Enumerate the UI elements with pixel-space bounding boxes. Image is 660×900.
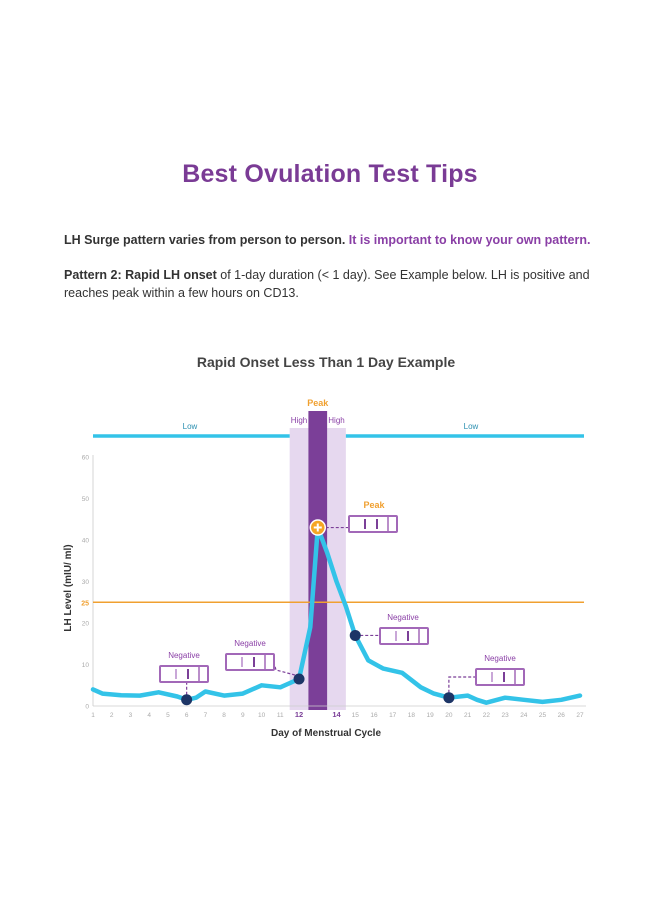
x-tick-label: 2 (110, 712, 114, 719)
negative-label: Negative (168, 651, 200, 660)
peak-marker-plus (313, 523, 322, 532)
annotation-connector (448, 676, 476, 693)
threshold-label: 25 (81, 600, 89, 607)
data-point-marker (293, 673, 305, 685)
x-tick-label: 11 (277, 712, 284, 719)
x-tick-label: 6 (185, 712, 189, 719)
x-tick-label: 5 (166, 712, 170, 719)
x-tick-label: 16 (370, 712, 378, 719)
negative-label: Negative (484, 654, 516, 663)
x-tick-label: 13 (314, 710, 322, 719)
x-tick-label: 22 (483, 712, 491, 719)
status-label-high-right: High (328, 416, 344, 425)
status-label-peak: Peak (307, 398, 329, 408)
x-tick-label: 27 (576, 712, 584, 719)
x-tick-label: 15 (352, 712, 360, 719)
x-tick-label: 4 (147, 712, 151, 719)
data-point-marker (349, 629, 361, 641)
x-tick-label: 18 (408, 712, 416, 719)
y-tick-label: 30 (82, 579, 90, 586)
pattern-text: of 1-day duration (< 1 day). See Example… (64, 268, 590, 300)
x-tick-label: 12 (295, 710, 303, 719)
pattern-label: Pattern 2: Rapid LH onset (64, 268, 217, 282)
y-tick-label: 10 (82, 662, 90, 669)
x-tick-label: 23 (501, 712, 509, 719)
y-tick-label: 40 (82, 538, 90, 545)
x-tick-label: 9 (241, 712, 245, 719)
annotation-connector (273, 662, 296, 676)
y-tick-label: 20 (82, 621, 90, 628)
x-tick-label: 14 (332, 710, 341, 719)
negative-test-strip (475, 668, 525, 686)
data-point-marker (181, 694, 193, 706)
negative-test-strip (379, 627, 429, 645)
peak-label: Peak (363, 500, 385, 510)
test-strip-frame (475, 668, 525, 686)
intro-paragraph: LH Surge pattern varies from person to p… (64, 232, 604, 249)
negative-label: Negative (234, 639, 266, 648)
pattern-paragraph: Pattern 2: Rapid LH onset of 1-day durat… (64, 266, 604, 302)
lh-chart: Rapid Onset Less Than 1 Day Example Low L… (63, 354, 586, 739)
high-band-left (289, 428, 309, 710)
x-tick-label: 19 (427, 712, 435, 719)
y-tick-label: 0 (85, 704, 89, 711)
status-label-low-right: Low (464, 422, 479, 431)
x-tick-label: 3 (129, 712, 133, 719)
intro-highlight: It is important to know your own pattern… (348, 233, 591, 247)
test-strip-frame (348, 515, 398, 533)
x-tick-label: 1 (91, 712, 95, 719)
test-strip-frame (159, 665, 209, 683)
x-tick-label: 10 (258, 712, 266, 719)
page-title: Best Ovulation Test Tips (182, 160, 478, 188)
test-strip-frame (225, 653, 275, 671)
x-tick-label: 7 (204, 712, 208, 719)
peak-band (308, 411, 328, 710)
peak-test-strip (348, 515, 398, 533)
x-tick-label: 24 (520, 712, 528, 719)
negative-test-strip (159, 665, 209, 683)
x-tick-label: 17 (389, 712, 397, 719)
test-strip-frame (379, 627, 429, 645)
x-tick-label: 21 (464, 712, 472, 719)
x-tick-label: 26 (558, 712, 566, 719)
y-tick-label: 60 (82, 455, 90, 462)
status-label-low-left: Low (183, 422, 198, 431)
x-axis-title: Day of Menstrual Cycle (271, 728, 381, 739)
x-tick-label: 20 (445, 712, 453, 719)
status-label-high-left: High (291, 416, 307, 425)
negative-label: Negative (387, 613, 419, 622)
chart-title: Rapid Onset Less Than 1 Day Example (197, 354, 456, 370)
data-point-marker (443, 692, 455, 704)
negative-test-strip (225, 653, 275, 671)
y-axis-title: LH Level (mIU/ ml) (63, 544, 74, 631)
high-band-right (327, 428, 346, 710)
x-tick-label: 8 (222, 712, 226, 719)
intro-plain: LH Surge pattern varies from person to p… (64, 233, 349, 247)
x-tick-label: 25 (539, 712, 547, 719)
y-tick-label: 50 (82, 496, 90, 503)
